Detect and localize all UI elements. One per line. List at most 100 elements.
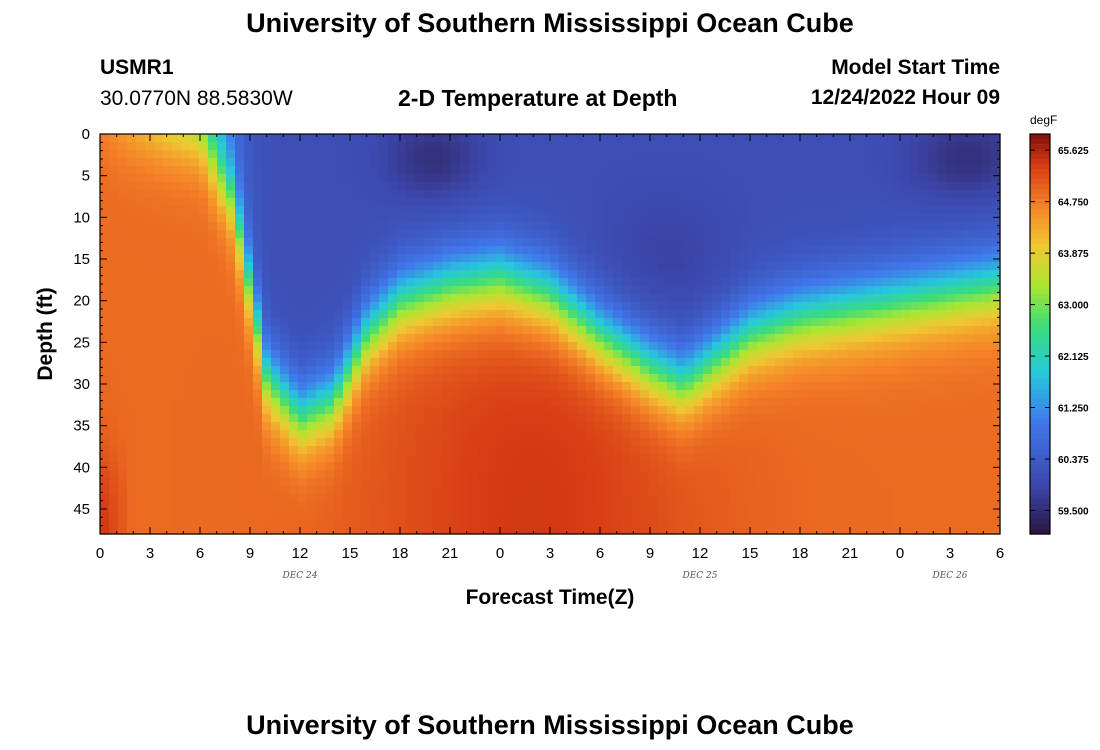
heatmap-cell xyxy=(604,214,614,223)
heatmap-cell xyxy=(676,206,686,215)
heatmap-cell xyxy=(190,174,200,183)
heatmap-cell xyxy=(829,454,839,463)
heatmap-cell xyxy=(478,206,488,215)
heatmap-cell xyxy=(901,502,911,511)
heatmap-cell xyxy=(325,206,335,215)
heatmap-cell xyxy=(487,510,497,519)
heatmap-cell xyxy=(802,182,812,191)
heatmap-cell xyxy=(766,206,776,215)
heatmap-cell xyxy=(523,206,533,215)
heatmap-cell xyxy=(811,374,821,383)
heatmap-cell xyxy=(910,246,920,255)
heatmap-cell xyxy=(505,390,515,399)
heatmap-cell xyxy=(100,286,110,295)
heatmap-cell xyxy=(757,334,767,343)
heatmap-cell xyxy=(694,526,704,535)
heatmap-cell xyxy=(118,262,128,271)
heatmap-cell xyxy=(109,502,119,511)
heatmap-cell xyxy=(811,526,821,535)
heatmap-cell xyxy=(586,342,596,351)
heatmap-cell xyxy=(505,134,515,143)
heatmap-cell xyxy=(739,246,749,255)
heatmap-cell xyxy=(505,398,515,407)
heatmap-cell xyxy=(865,446,875,455)
heatmap-cell xyxy=(388,174,398,183)
heatmap-cell xyxy=(433,238,443,247)
heatmap-cell xyxy=(406,286,416,295)
heatmap-cell xyxy=(856,366,866,375)
heatmap-cell xyxy=(847,526,857,535)
heatmap-cell xyxy=(829,350,839,359)
heatmap-cell xyxy=(496,142,506,151)
heatmap-cell xyxy=(739,270,749,279)
heatmap-cell xyxy=(370,230,380,239)
heatmap-cell xyxy=(253,414,263,423)
heatmap-cell xyxy=(298,278,308,287)
heatmap-cell xyxy=(451,478,461,487)
heatmap-cell xyxy=(478,446,488,455)
heatmap-cell xyxy=(793,374,803,383)
heatmap-cell xyxy=(847,182,857,191)
heatmap-cell xyxy=(217,398,227,407)
heatmap-cell xyxy=(307,318,317,327)
heatmap-cell xyxy=(226,326,236,335)
heatmap-cell xyxy=(199,206,209,215)
heatmap-cell xyxy=(658,446,668,455)
heatmap-cell xyxy=(559,510,569,519)
heatmap-cell xyxy=(460,206,470,215)
heatmap-cell xyxy=(478,342,488,351)
heatmap-cell xyxy=(901,494,911,503)
heatmap-cell xyxy=(640,350,650,359)
heatmap-cell xyxy=(874,198,884,207)
heatmap-cell xyxy=(262,438,272,447)
heatmap-cell xyxy=(892,206,902,215)
heatmap-cell xyxy=(289,270,299,279)
heatmap-cell xyxy=(307,390,317,399)
heatmap-cell xyxy=(388,446,398,455)
heatmap-cell xyxy=(559,302,569,311)
heatmap-cell xyxy=(118,366,128,375)
heatmap-cell xyxy=(397,174,407,183)
heatmap-cell xyxy=(586,462,596,471)
heatmap-cell xyxy=(487,454,497,463)
heatmap-cell xyxy=(973,206,983,215)
heatmap-cell xyxy=(811,190,821,199)
heatmap-cell xyxy=(838,390,848,399)
heatmap-cell xyxy=(928,222,938,231)
heatmap-cell xyxy=(622,446,632,455)
heatmap-cell xyxy=(442,350,452,359)
heatmap-cell xyxy=(928,270,938,279)
heatmap-cell xyxy=(352,510,362,519)
heatmap-cell xyxy=(739,478,749,487)
heatmap-cell xyxy=(991,294,1001,303)
heatmap-cell xyxy=(649,302,659,311)
heatmap-cell xyxy=(253,462,263,471)
heatmap-cell xyxy=(910,470,920,479)
heatmap-cell xyxy=(100,454,110,463)
heatmap-cell xyxy=(325,486,335,495)
heatmap-cell xyxy=(370,254,380,263)
heatmap-cell xyxy=(865,158,875,167)
heatmap-cell xyxy=(631,350,641,359)
heatmap-cell xyxy=(514,278,524,287)
heatmap-cell xyxy=(856,174,866,183)
heatmap-cell xyxy=(811,510,821,519)
heatmap-cell xyxy=(208,358,218,367)
heatmap-cell xyxy=(739,350,749,359)
heatmap-cell xyxy=(352,494,362,503)
heatmap-cell xyxy=(145,190,155,199)
heatmap-cell xyxy=(469,262,479,271)
heatmap-cell xyxy=(775,238,785,247)
heatmap-cell xyxy=(721,342,731,351)
heatmap-cell xyxy=(820,334,830,343)
heatmap-cell xyxy=(919,230,929,239)
heatmap-cell xyxy=(289,518,299,527)
heatmap-cell xyxy=(901,454,911,463)
heatmap-cell xyxy=(622,158,632,167)
heatmap-cell xyxy=(964,398,974,407)
heatmap-cell xyxy=(244,294,254,303)
heatmap-cell xyxy=(334,134,344,143)
heatmap-cell xyxy=(649,326,659,335)
heatmap-cell xyxy=(766,366,776,375)
heatmap-cell xyxy=(145,334,155,343)
